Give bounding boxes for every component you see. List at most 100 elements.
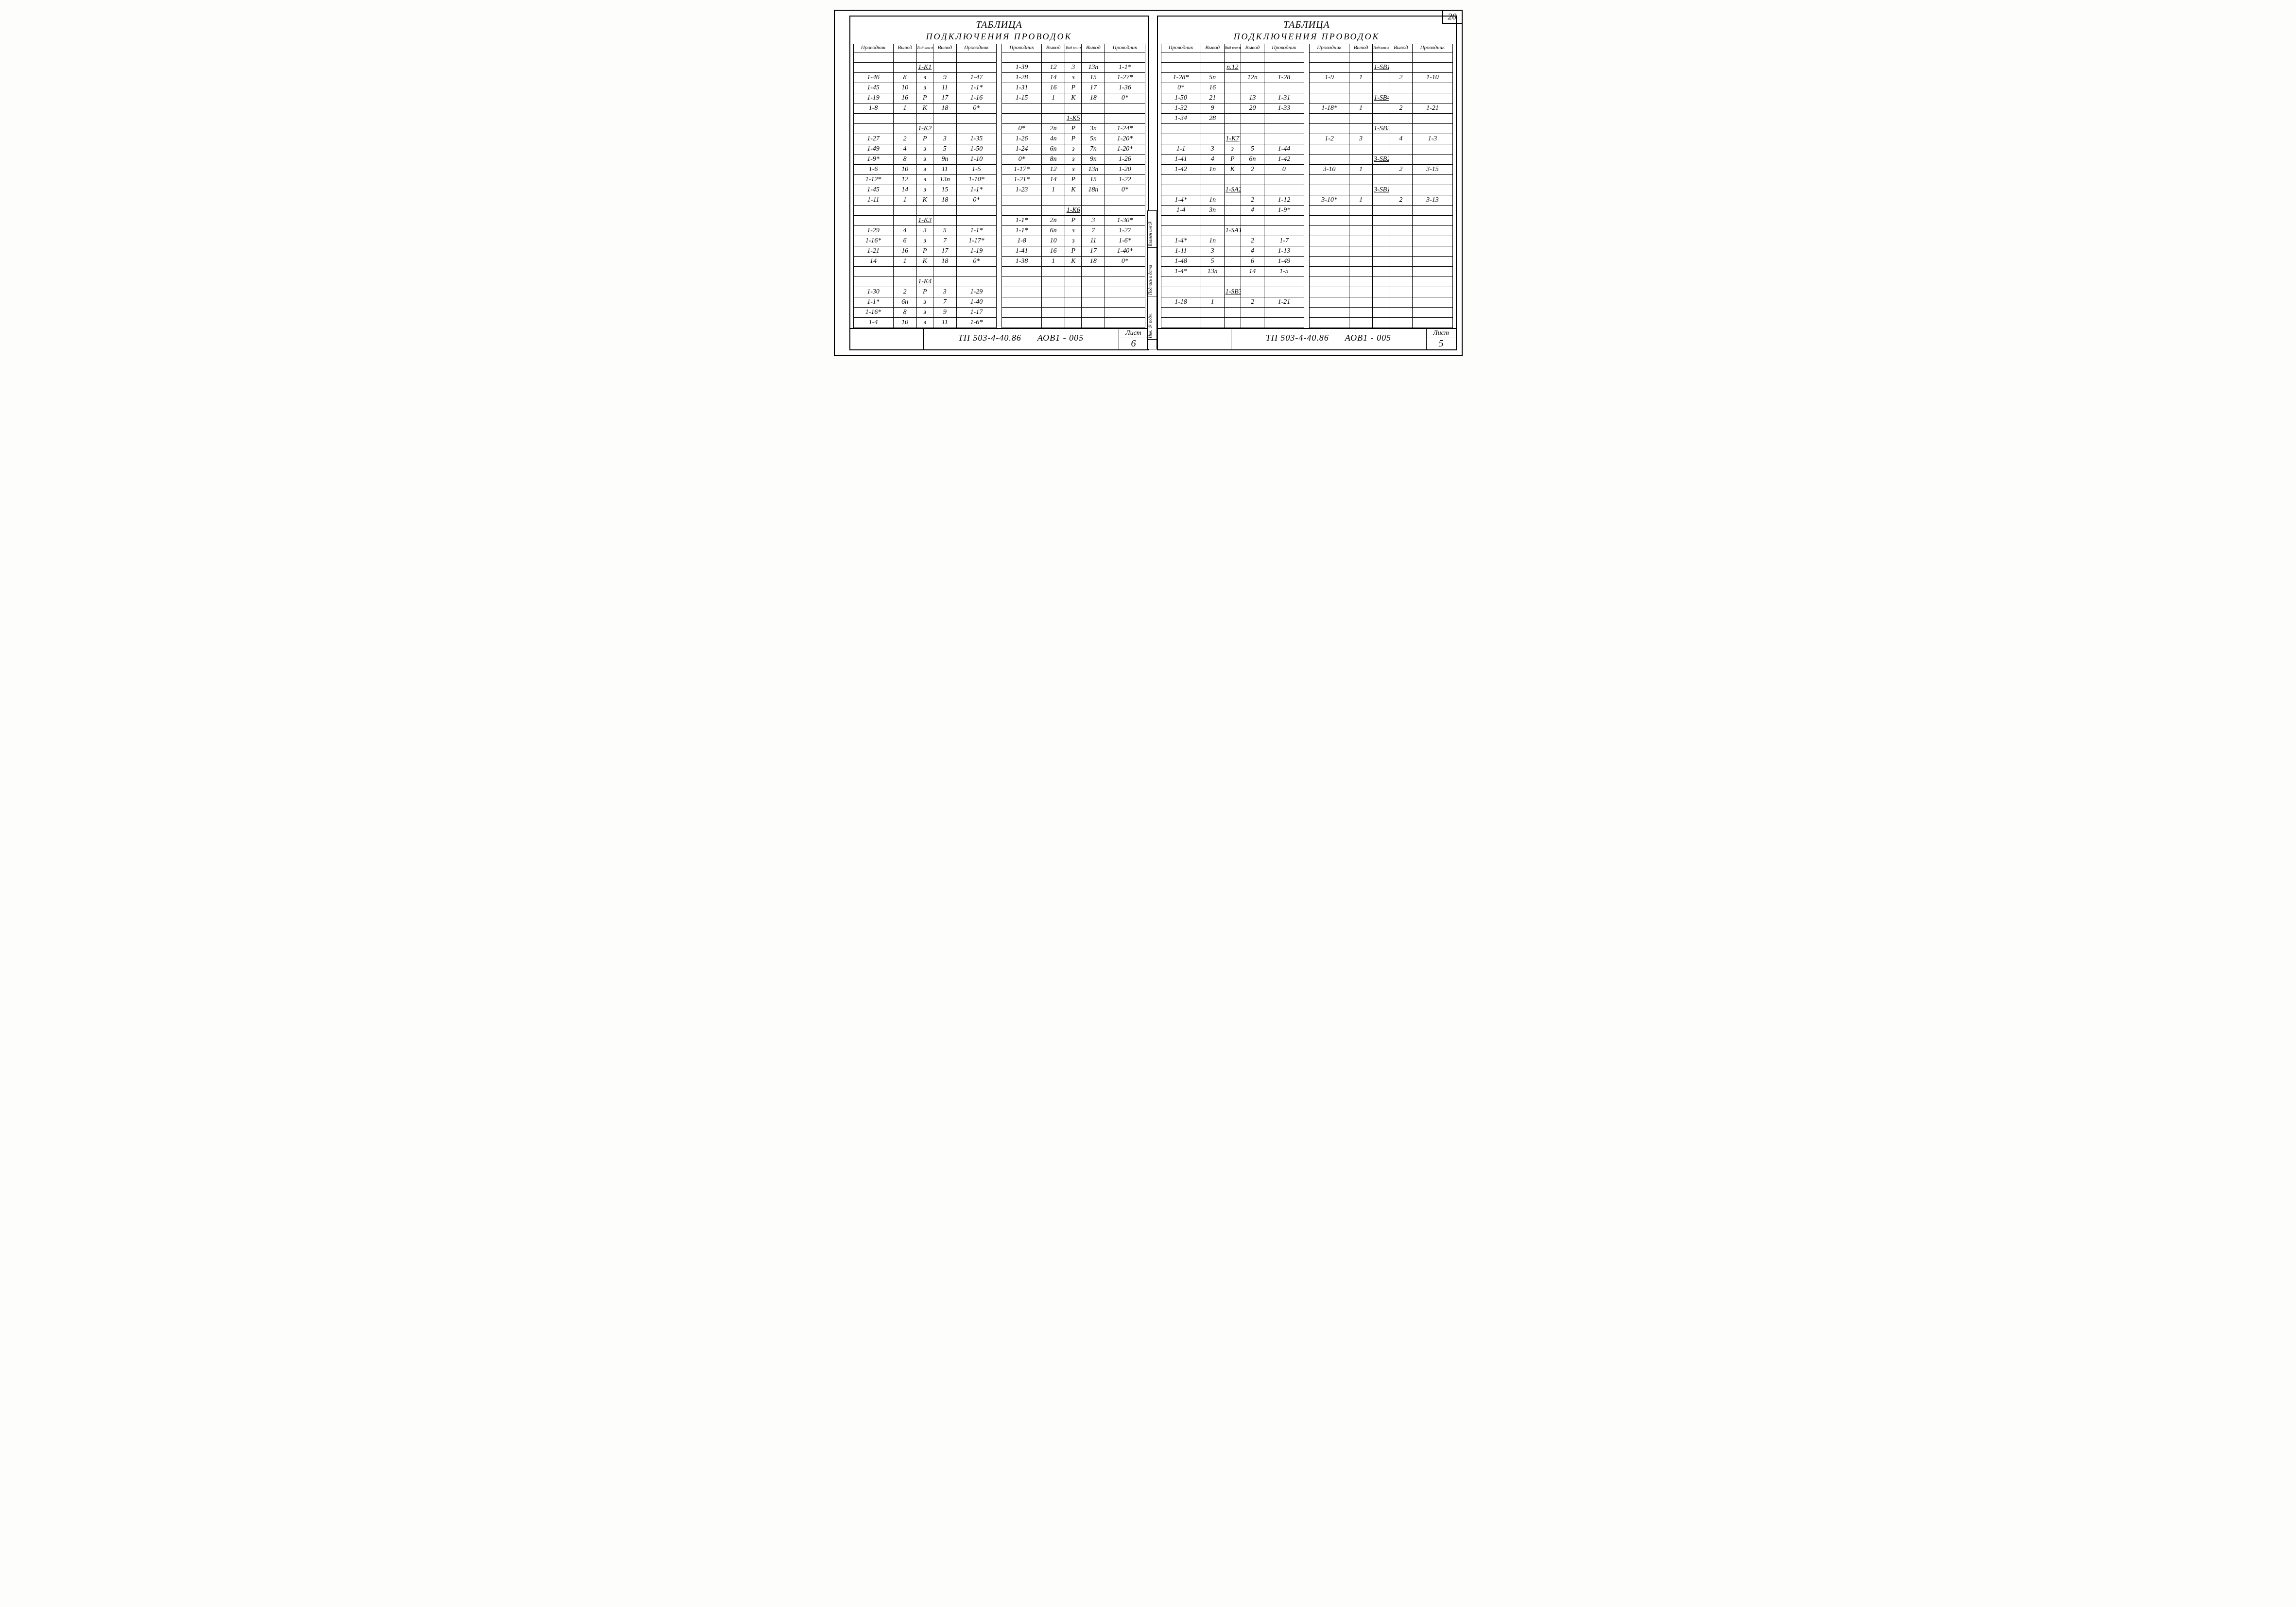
table-row: 1-381К180* <box>1002 256 1145 266</box>
cell <box>1065 307 1082 317</box>
cell <box>1161 174 1201 185</box>
cell <box>1224 317 1241 328</box>
table-row <box>1310 317 1453 328</box>
cell: 12п <box>1241 72 1264 83</box>
table-row: 1-18*121-21 <box>1310 103 1453 113</box>
hdr-kontakt: Вид кон-так-та <box>1373 44 1389 52</box>
cell <box>1373 103 1389 113</box>
cell <box>1373 164 1389 174</box>
cell: 1-42 <box>1161 164 1201 174</box>
cell <box>893 215 916 225</box>
cell: 18 <box>933 195 956 205</box>
cell <box>1042 103 1065 113</box>
cell: 1-19 <box>956 246 996 256</box>
table-row <box>1310 52 1453 62</box>
cell: 2 <box>1241 236 1264 246</box>
cell <box>1389 307 1413 317</box>
cell: 1-41 <box>1002 246 1042 256</box>
cell <box>1389 266 1413 276</box>
table-row: 1-4*1п21-7 <box>1161 236 1304 246</box>
table-row <box>1002 297 1145 307</box>
table-row <box>1310 236 1453 246</box>
cell: 1 <box>1201 297 1224 307</box>
cell: 0* <box>956 195 996 205</box>
cell <box>1065 276 1082 287</box>
cell: 7п <box>1082 144 1105 154</box>
cell: 1-SA1 <box>1224 225 1241 236</box>
cell: 1-1* <box>1002 225 1042 236</box>
cell: 4 <box>893 144 916 154</box>
cell <box>1161 123 1201 134</box>
left-table-b: Проводник Вывод Вид кон-так-та Вывод Про… <box>1001 44 1145 328</box>
hdr-kontakt: Вид кон-так-та <box>916 44 933 52</box>
cell <box>1002 287 1042 297</box>
cell: 1-45 <box>853 185 893 195</box>
cell: 1-16 <box>956 93 996 103</box>
cell: 1-40* <box>1105 246 1145 256</box>
cell <box>1349 256 1373 266</box>
cell <box>1082 287 1105 297</box>
hdr-vyvod2: Вывод <box>1082 44 1105 52</box>
table-row <box>853 205 997 215</box>
cell <box>1349 287 1373 297</box>
table-row: 1-151К180* <box>1002 93 1145 103</box>
cell <box>1389 93 1413 103</box>
cell: 3-10 <box>1310 164 1349 174</box>
cell <box>853 113 893 123</box>
tb-stamp-left <box>1158 329 1231 349</box>
cell <box>1373 174 1389 185</box>
cell <box>1373 236 1389 246</box>
cell: з <box>1065 154 1082 164</box>
cell <box>1201 276 1224 287</box>
table-row: 1-К7 <box>1161 134 1304 144</box>
cell: 1-17 <box>956 307 996 317</box>
strip-2: Подпись и дата <box>1148 264 1157 296</box>
hdr-kontakt: Вид кон-так-та <box>1065 44 1082 52</box>
cell <box>1310 154 1349 164</box>
cell <box>1065 103 1082 113</box>
hdr-provodnik2: Проводник <box>1413 44 1452 52</box>
cell: 1-8 <box>853 103 893 113</box>
cell: Р <box>1224 154 1241 164</box>
cell: 1-24* <box>1105 123 1145 134</box>
table-row: 1-1*6пз71-40 <box>853 297 997 307</box>
cell <box>1264 307 1304 317</box>
cell: 11 <box>933 317 956 328</box>
cell: 1-46 <box>853 72 893 83</box>
cell: 8 <box>893 154 916 164</box>
cell: з <box>916 174 933 185</box>
cell <box>1389 185 1413 195</box>
cell <box>1389 287 1413 297</box>
table-row: 1-4*1п21-12 <box>1161 195 1304 205</box>
cell: з <box>916 185 933 195</box>
cell: 1-11 <box>1161 246 1201 256</box>
table-row <box>1002 276 1145 287</box>
cell: 1-17* <box>1002 164 1042 174</box>
cell: 1-27 <box>1105 225 1145 236</box>
table-row: 1-9121-10 <box>1310 72 1453 83</box>
cell <box>1065 317 1082 328</box>
cell <box>1224 72 1241 83</box>
cell: 14 <box>1241 266 1264 276</box>
cell: 1-SB2 <box>1373 123 1389 134</box>
table-row: 1-410з111-6* <box>853 317 997 328</box>
cell: 16 <box>1042 246 1065 256</box>
hdr-vyvod2: Вывод <box>933 44 956 52</box>
table-row: 3-SB2 <box>1310 154 1453 164</box>
cell: 1-49 <box>1264 256 1304 266</box>
cell <box>933 266 956 276</box>
cell: 1-1* <box>853 297 893 307</box>
cell: 17 <box>1082 246 1105 256</box>
cell: 1-10 <box>1413 72 1452 83</box>
drawing-sheet: 20 ТАБЛИЦА ПОДКЛЮЧЕНИЯ ПРОВОДОК Проводни… <box>834 10 1463 356</box>
cell <box>933 52 956 62</box>
cell <box>853 62 893 72</box>
cell: 16 <box>893 93 916 103</box>
cell: 10 <box>1042 236 1065 246</box>
cell <box>1349 246 1373 256</box>
cell <box>1389 144 1413 154</box>
cell <box>1105 276 1145 287</box>
cell <box>1373 266 1389 276</box>
table-row: 1-К6 <box>1002 205 1145 215</box>
cell: 4п <box>1042 134 1065 144</box>
